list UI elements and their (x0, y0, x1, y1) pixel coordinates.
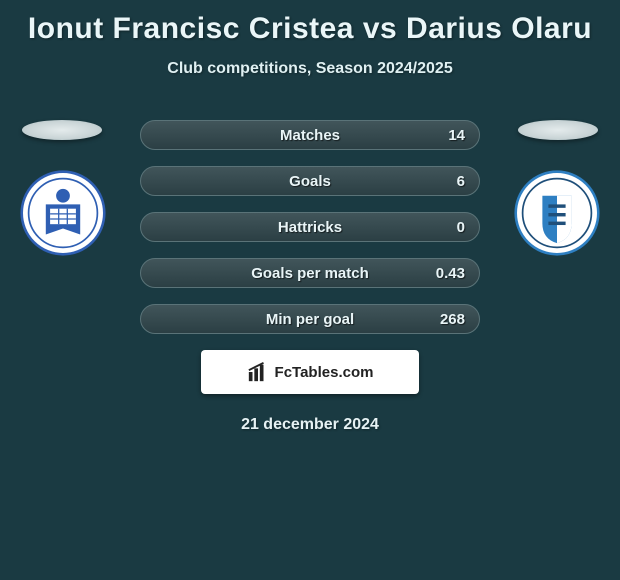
club-crest-left (20, 170, 106, 256)
player-spotlight-right (518, 120, 598, 140)
brand-text: FcTables.com (275, 364, 374, 381)
stat-row: Hattricks 0 (140, 212, 480, 242)
club-crest-left-icon (20, 170, 106, 256)
stat-value: 0 (457, 219, 465, 236)
stat-row: Goals per match 0.43 (140, 258, 480, 288)
brand-inner: FcTables.com (247, 361, 374, 383)
stat-value: 6 (457, 173, 465, 190)
stat-row: Matches 14 (140, 120, 480, 150)
stat-bars: Matches 14 Goals 6 Hattricks 0 Goals per… (140, 120, 480, 334)
stat-row: Min per goal 268 (140, 304, 480, 334)
bar-chart-icon (247, 361, 269, 383)
stats-area: Matches 14 Goals 6 Hattricks 0 Goals per… (0, 120, 620, 434)
club-crest-right (514, 170, 600, 256)
stat-value: 0.43 (436, 265, 465, 282)
stat-row: Goals 6 (140, 166, 480, 196)
player-spotlight-left (22, 120, 102, 140)
stat-label: Hattricks (278, 219, 342, 236)
page-title: Ionut Francisc Cristea vs Darius Olaru (0, 0, 620, 46)
comparison-card: Ionut Francisc Cristea vs Darius Olaru C… (0, 0, 620, 580)
stat-value: 268 (440, 311, 465, 328)
subtitle: Club competitions, Season 2024/2025 (0, 60, 620, 78)
stat-value: 14 (448, 127, 465, 144)
stat-label: Goals per match (251, 265, 369, 282)
stat-label: Min per goal (266, 311, 354, 328)
stat-label: Matches (280, 127, 340, 144)
date-text: 21 december 2024 (0, 416, 620, 434)
brand-box[interactable]: FcTables.com (201, 350, 419, 394)
stat-label: Goals (289, 173, 331, 190)
club-crest-right-icon (514, 170, 600, 256)
